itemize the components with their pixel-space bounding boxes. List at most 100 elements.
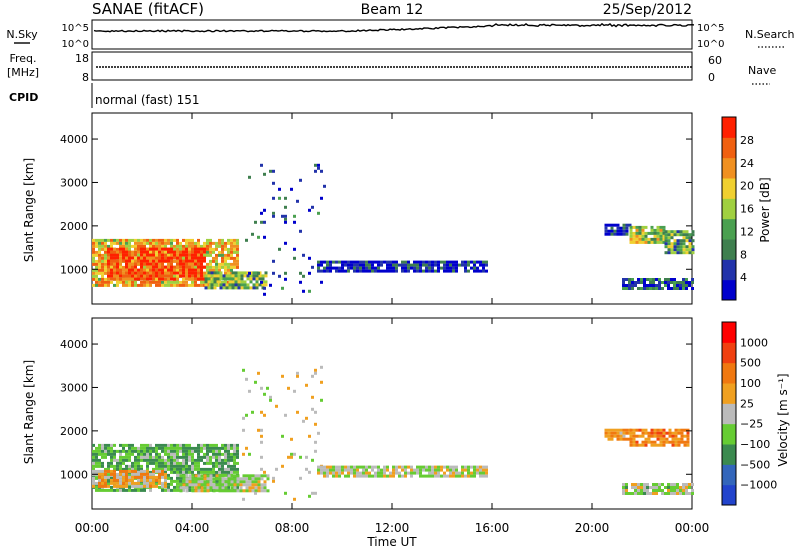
data-cell: [215, 256, 218, 260]
data-cell: [632, 240, 636, 244]
y-tick-label: 2000: [60, 220, 88, 233]
data-cell: [227, 265, 230, 269]
data-cell: [374, 260, 377, 264]
data-cell: [656, 234, 660, 238]
data-cell: [197, 262, 200, 266]
data-cell: [254, 477, 258, 481]
data-cell: [638, 428, 642, 432]
data-cell: [212, 489, 216, 493]
data-cell: [662, 228, 666, 232]
data-cell: [92, 274, 95, 278]
data-cell: [610, 428, 614, 432]
velocity-ylabel: Slant Range [km]: [22, 360, 36, 464]
data-cell: [179, 268, 182, 272]
data-cell: [122, 244, 125, 248]
data-cell: [134, 238, 137, 242]
data-cell: [266, 477, 270, 481]
velocity-x-ticks: 00:00 04:00 08:00 12:00 16:00 20:00 00:00: [75, 521, 710, 535]
data-cell: [107, 271, 110, 275]
data-cell: [128, 262, 131, 266]
data-cell: [125, 475, 128, 479]
data-cell: [284, 220, 287, 224]
data-cell: [440, 266, 443, 270]
data-cell: [164, 238, 167, 242]
data-cell: [210, 280, 214, 284]
data-cell: [296, 410, 299, 414]
data-cell: [688, 239, 692, 243]
data-cell: [637, 287, 640, 290]
data-cell: [622, 483, 625, 486]
data-cell: [686, 431, 690, 435]
data-cell: [616, 232, 620, 236]
data-cell: [398, 465, 401, 469]
data-cell: [158, 241, 161, 245]
data-cell: [233, 247, 236, 251]
data-cell: [152, 478, 155, 482]
data-cell: [248, 175, 251, 179]
data-cell: [95, 241, 98, 245]
data-cell: [255, 277, 259, 281]
data-cell: [113, 455, 116, 459]
data-cell: [179, 479, 182, 483]
data-cell: [107, 464, 110, 468]
data-cell: [652, 278, 655, 281]
data-cell: [216, 277, 220, 281]
x-tick-label: 20:00: [575, 521, 610, 535]
data-cell: [428, 468, 431, 472]
data-cell: [191, 464, 194, 468]
data-cell: [134, 461, 137, 465]
data-cell: [647, 237, 651, 241]
data-cell: [161, 461, 164, 465]
data-cell: [128, 469, 131, 473]
data-cell: [197, 274, 200, 278]
data-cell: [641, 234, 645, 238]
data-cell: [167, 241, 170, 245]
data-cell: [170, 449, 173, 453]
data-cell: [284, 196, 287, 200]
data-cell: [632, 443, 636, 447]
data-cell: [329, 260, 332, 264]
data-cell: [152, 244, 155, 248]
data-cell: [203, 489, 207, 493]
x-tick-label: 00:00: [675, 521, 710, 535]
data-cell: [260, 440, 263, 444]
data-cell: [634, 492, 637, 495]
data-cell: [625, 428, 629, 432]
data-cell: [638, 240, 642, 244]
data-cell: [449, 471, 452, 475]
data-cell: [212, 256, 215, 260]
data-cell: [643, 284, 646, 287]
data-cell: [293, 389, 296, 393]
data-cell: [230, 464, 233, 468]
data-cell: [231, 274, 235, 278]
data-cell: [170, 280, 173, 284]
data-cell: [92, 247, 95, 251]
colorbar-segment: [722, 464, 736, 486]
data-cell: [209, 244, 212, 248]
data-cell: [646, 278, 649, 281]
data-cell: [113, 449, 116, 453]
data-cell: [449, 266, 452, 270]
data-cell: [377, 266, 380, 270]
data-cell: [353, 263, 356, 267]
data-cell: [266, 474, 270, 478]
data-cell: [353, 269, 356, 273]
data-cell: [679, 245, 683, 249]
data-cell: [158, 467, 161, 471]
data-cell: [164, 475, 167, 479]
data-cell: [227, 253, 230, 257]
data-cell: [395, 471, 398, 475]
data-cell: [113, 247, 116, 251]
data-cell: [224, 473, 227, 477]
data-cell: [638, 225, 642, 229]
data-cell: [314, 440, 317, 444]
data-cell: [655, 486, 658, 489]
data-cell: [188, 262, 191, 266]
data-cell: [179, 446, 182, 450]
data-cell: [173, 443, 176, 447]
data-cell: [176, 473, 179, 477]
data-cell: [679, 486, 682, 489]
data-cell: [685, 492, 688, 495]
data-cell: [149, 488, 152, 492]
data-cell: [625, 223, 629, 227]
